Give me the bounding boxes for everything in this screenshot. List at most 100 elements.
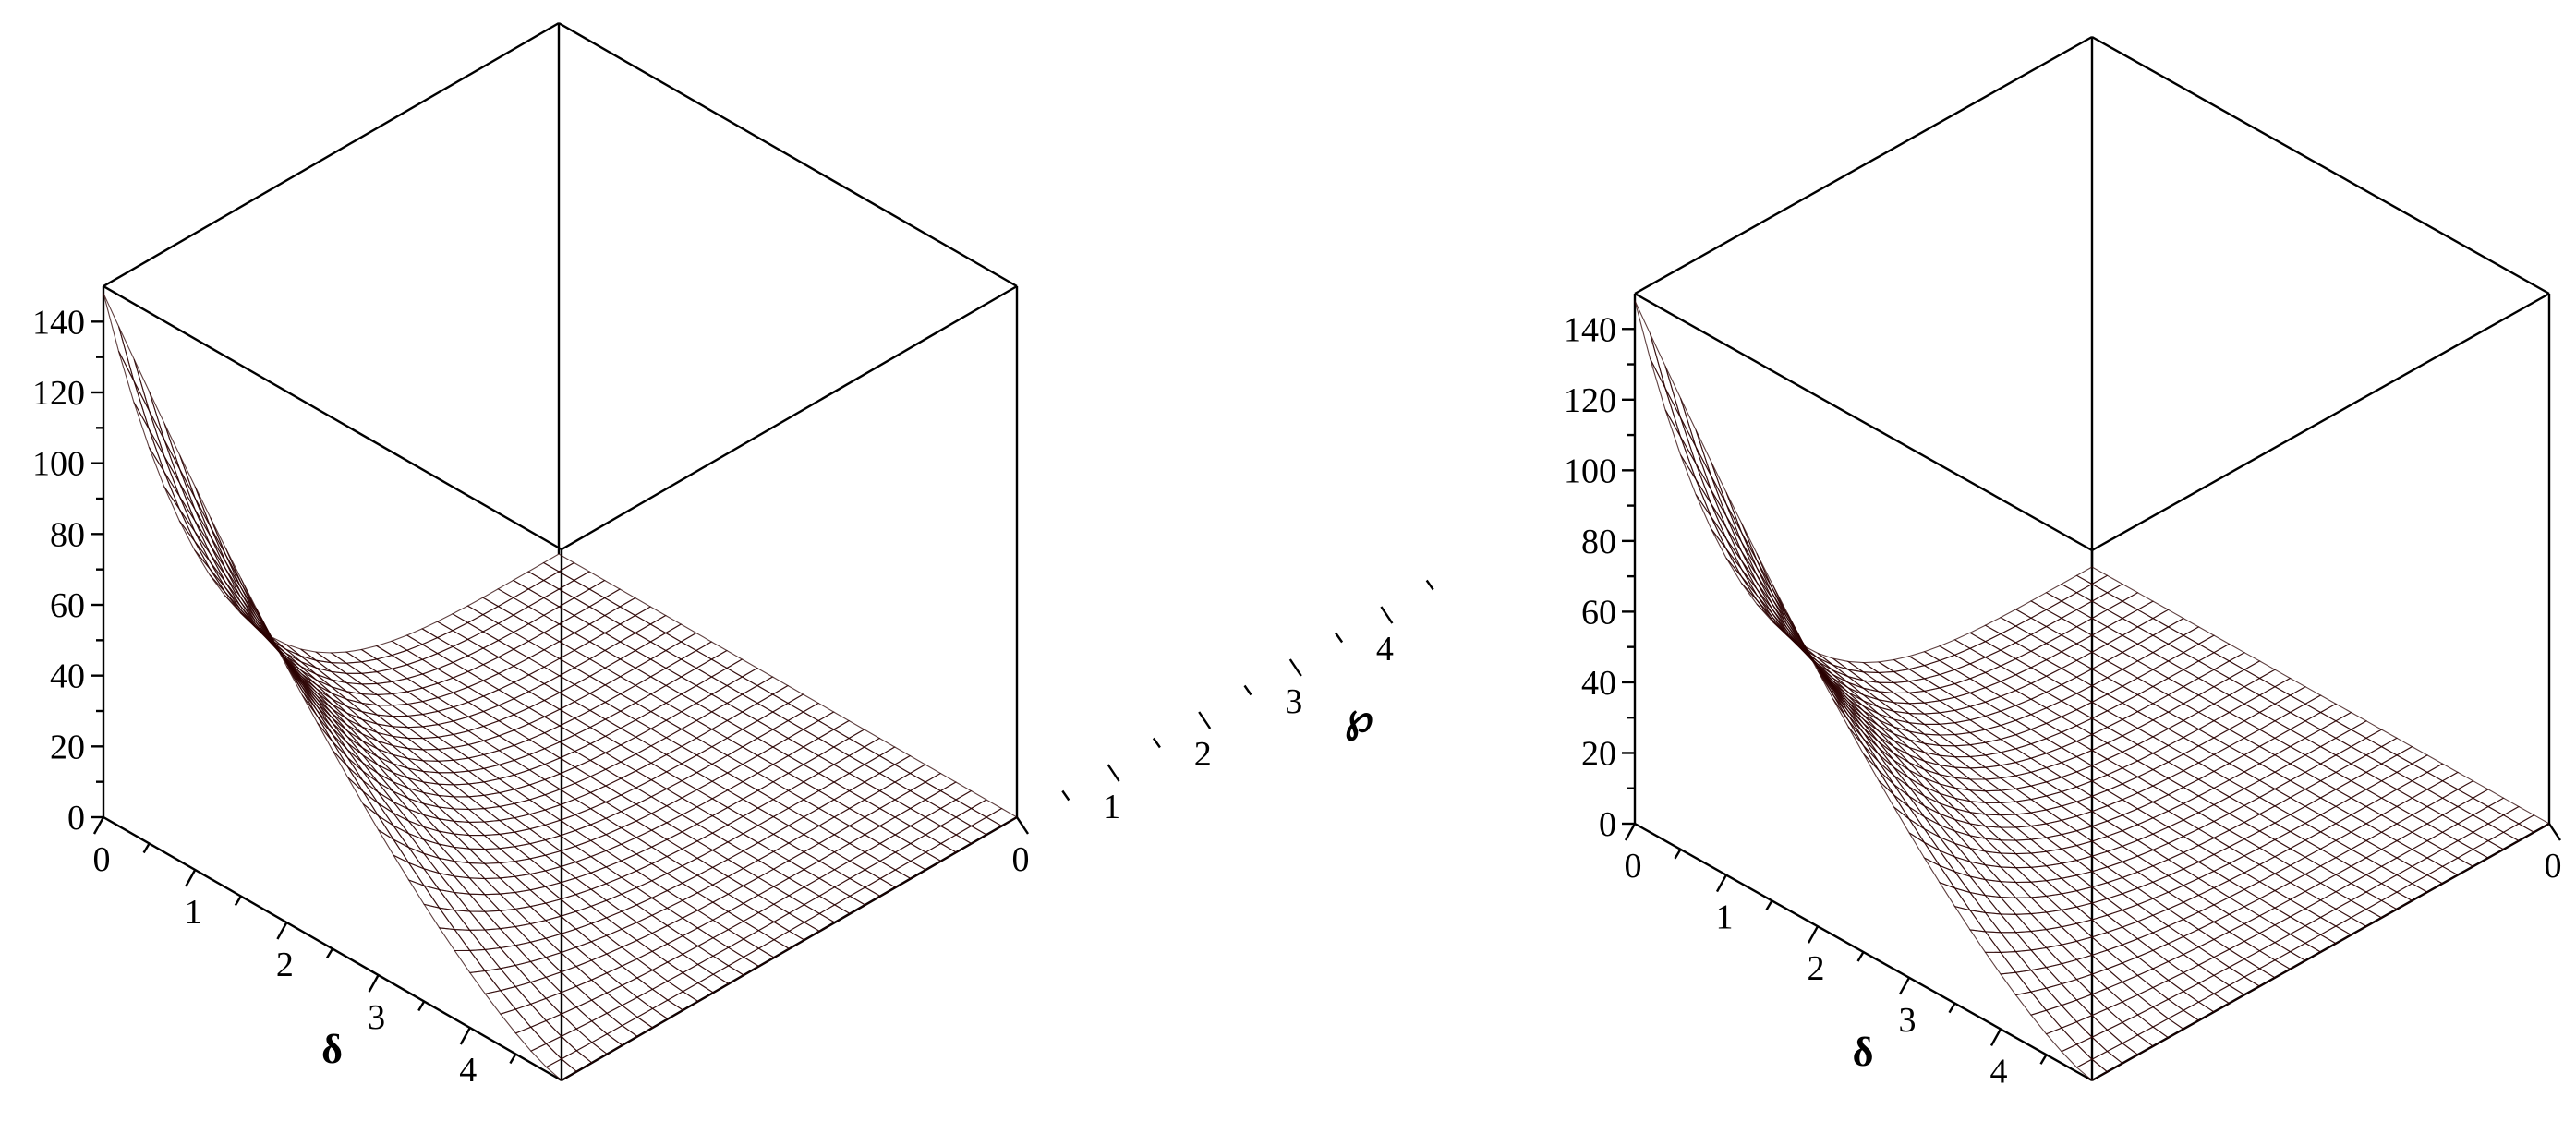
surface-cell: [695, 850, 730, 869]
surface-cell: [468, 948, 502, 972]
surface-cell: [2304, 882, 2338, 901]
surface-cell: [436, 645, 469, 664]
surface-cell: [588, 701, 622, 720]
surface-cell: [664, 658, 698, 678]
surface-cell: [604, 693, 637, 712]
surface-cell: [756, 799, 790, 818]
surface-cell: [710, 772, 744, 791]
surface-cell: [2258, 703, 2292, 722]
surface-cell: [649, 632, 683, 652]
surface-cell: [2350, 823, 2383, 842]
surface-cell: [2334, 797, 2368, 816]
surface-cell: [391, 715, 425, 729]
surface-cell: [2273, 797, 2307, 815]
surface-cell: [2136, 753, 2170, 771]
surface-cell: [1953, 744, 1988, 758]
surface-cell: [2014, 729, 2048, 745]
surface-cell: [590, 972, 623, 994]
surface-cell: [2212, 643, 2246, 662]
surface-cell: [1863, 705, 1894, 728]
surface-cell: [2228, 888, 2261, 908]
surface-cell: [2380, 891, 2413, 910]
surface-cell: [558, 614, 591, 634]
surface-cell: [2350, 908, 2383, 927]
surface-cell: [2197, 652, 2231, 670]
box-edge-5: [1634, 292, 2093, 552]
surface-cell: [2182, 677, 2216, 696]
surface-cell: [833, 825, 866, 845]
surface-cell: [787, 764, 820, 783]
surface-cell: [2106, 1021, 2139, 1044]
delta-tick-label: 4: [1990, 1052, 2008, 1091]
surface-cell: [894, 860, 927, 880]
surface-cell: [2197, 921, 2231, 941]
surface-cell: [1938, 733, 1972, 747]
surface-cell: [2304, 831, 2338, 850]
surface-cell: [2258, 805, 2292, 824]
surface-cell: [621, 922, 654, 942]
surface-cell: [832, 719, 865, 740]
surface-cell: [802, 754, 835, 775]
surface-cell: [2091, 1029, 2123, 1053]
surface-cell: [2060, 771, 2094, 788]
surface-cell: [2182, 982, 2216, 1003]
surface-cell: [2258, 873, 2292, 892]
surface-cell: [452, 655, 485, 672]
surface-cell: [2060, 741, 2094, 758]
surface-cell: [772, 877, 805, 897]
surface-cell: [1907, 712, 1941, 725]
surface-cell: [1924, 841, 1957, 874]
surface-cell: [741, 684, 774, 705]
surface-cell: [179, 468, 212, 536]
surface-cell: [2090, 789, 2124, 807]
surface-cell: [2441, 823, 2474, 842]
surface-cell: [2182, 928, 2216, 948]
surface-cell: [695, 729, 729, 748]
surface-cell: [2182, 828, 2216, 847]
surface-cell: [2411, 754, 2444, 774]
surface-cell: [818, 886, 852, 906]
surface-cell: [2182, 964, 2216, 984]
surface-cell: [742, 911, 775, 932]
surface-cell: [2273, 848, 2307, 866]
surface-cell: [619, 614, 652, 634]
surface-cell: [2273, 677, 2307, 696]
surface-cell: [437, 830, 471, 850]
surface-cell: [483, 893, 517, 911]
surface-cell: [1953, 787, 1988, 804]
surface-cell: [2151, 891, 2185, 910]
surface-cell: [756, 729, 790, 748]
surface-cell: [695, 780, 729, 800]
surface-cell: [1999, 971, 2032, 996]
surface-cell: [588, 579, 622, 599]
surface-cell: [1908, 832, 1941, 867]
surface-cell: [2289, 942, 2322, 961]
surface-cell: [117, 350, 150, 430]
surface-cell: [2136, 600, 2170, 620]
surface-cell: [103, 293, 135, 381]
surface-cell: [649, 684, 683, 704]
surface-cell: [2014, 897, 2048, 915]
delta-tick: [1624, 823, 1637, 841]
surface-cell: [788, 922, 821, 941]
surface-cell: [1999, 609, 2033, 627]
surface-cell: [2182, 795, 2216, 814]
surface-cell: [2121, 994, 2155, 1016]
surface-cell: [2060, 693, 2094, 711]
surface-cell: [393, 772, 424, 793]
p-minor-tick: [1061, 789, 1070, 802]
surface-cell: [2273, 950, 2307, 970]
surface-cell: [2106, 799, 2139, 816]
surface-cell: [2136, 949, 2170, 970]
surface-cell: [2090, 626, 2124, 645]
surface-cell: [452, 670, 485, 688]
surface-cell: [2136, 651, 2170, 670]
surface-cell: [803, 842, 836, 862]
p-tick: [2548, 823, 2561, 841]
surface-cell: [649, 753, 683, 773]
surface-cell: [1877, 670, 1911, 683]
surface-cell: [2228, 821, 2261, 840]
surface-cell: [2014, 866, 2048, 883]
surface-cell: [2167, 990, 2200, 1011]
